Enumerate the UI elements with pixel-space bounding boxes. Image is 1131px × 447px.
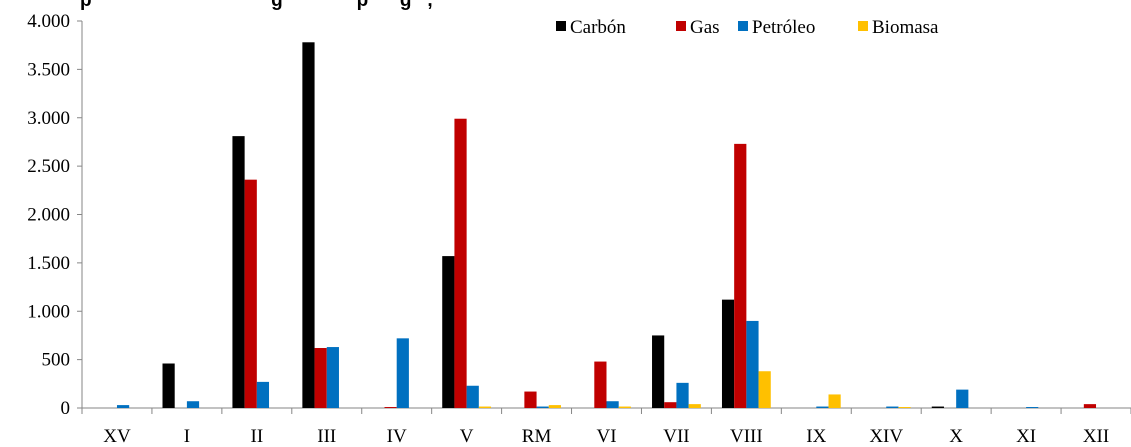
x-tick-label: XII (1083, 426, 1109, 447)
bar-petróleo (956, 389, 969, 408)
bar-carbón (442, 256, 455, 408)
x-tick-label: III (317, 426, 336, 447)
bar-biomasa (828, 394, 841, 408)
x-tick-label: V (460, 426, 474, 447)
bar-petróleo (256, 381, 270, 408)
bar-gas (314, 348, 327, 408)
y-tick-label: 2.500 (27, 156, 70, 177)
bar-petróleo (396, 338, 409, 408)
bar-petróleo (536, 406, 549, 408)
y-tick-label: 1.500 (27, 253, 70, 274)
legend-swatch (556, 21, 566, 31)
bar-carbón (162, 363, 175, 408)
legend-label: Petróleo (752, 17, 815, 38)
legend-label: Gas (690, 17, 720, 38)
bar-biomasa (548, 405, 561, 408)
bar-biomasa (758, 371, 771, 408)
bar-petróleo (186, 401, 200, 408)
legend-swatch (858, 21, 868, 31)
legend-swatch (676, 21, 686, 31)
bar-biomasa (478, 406, 492, 408)
bar-petróleo (466, 385, 479, 408)
bar-biomasa (688, 404, 701, 408)
chart-title-layer: p g p g , (80, 0, 433, 11)
bar-carbón (652, 335, 665, 408)
bar-petróleo (746, 320, 759, 408)
bar-gas (664, 402, 677, 408)
x-tick-label: I (184, 426, 190, 447)
bar-carbón (302, 42, 315, 408)
x-tick-label: XI (1016, 426, 1036, 447)
bar-petróleo (116, 405, 130, 408)
y-tick-label: 500 (42, 350, 71, 371)
bar-carbón (721, 299, 735, 408)
x-tick-label: VI (596, 426, 616, 447)
bar-gas (384, 407, 397, 408)
bar-gas (594, 361, 607, 408)
y-axis: 0 500 1.000 1.500 2.000 2.500 3.000 3.500 4.000 (27, 11, 83, 419)
legend-label: Biomasa (872, 17, 939, 38)
x-axis: XV I II III IV V RM VI VII VIII IX XIV X XI XII (81, 407, 1131, 447)
x-tick-label: RM (522, 426, 552, 447)
bars-layer (116, 42, 1097, 408)
x-tick-label: XIV (869, 426, 903, 447)
bar-gas (1083, 404, 1097, 408)
y-tick-label: 2.000 (27, 205, 70, 226)
legend-label: Carbón (570, 17, 626, 38)
bar-carbón (232, 136, 245, 408)
x-tick-label: X (949, 426, 963, 447)
y-tick-label: 3.000 (27, 108, 70, 129)
bar-gas (454, 118, 467, 408)
x-tick-label: II (251, 426, 264, 447)
y-tick-label: 4.000 (27, 11, 70, 32)
x-tick-label: VIII (730, 426, 763, 447)
legend-swatch (738, 21, 748, 31)
bar-carbón (931, 406, 944, 408)
bar-gas (524, 391, 537, 408)
y-tick-label: 3.500 (27, 59, 70, 80)
bar-gas (734, 143, 747, 408)
x-tick-label: VII (663, 426, 689, 447)
x-tick-label: XV (103, 426, 131, 447)
bar-biomasa (618, 406, 631, 408)
bar-petróleo (886, 406, 899, 408)
chart-title-fragment: p g p g , (80, 0, 433, 11)
y-tick-label: 0 (61, 398, 71, 419)
bar-petróleo (676, 382, 689, 408)
bar-petróleo (1026, 407, 1039, 408)
bar-petróleo (326, 347, 339, 408)
bar-petróleo (816, 406, 829, 408)
legend: Carbón Gas Petróleo Biomasa (556, 17, 939, 38)
bar-petróleo (606, 401, 619, 408)
y-tick-label: 1.000 (27, 301, 70, 322)
bar-biomasa (898, 407, 911, 408)
x-tick-label: IX (806, 426, 826, 447)
bar-gas (244, 179, 257, 408)
x-tick-label: IV (387, 426, 407, 447)
